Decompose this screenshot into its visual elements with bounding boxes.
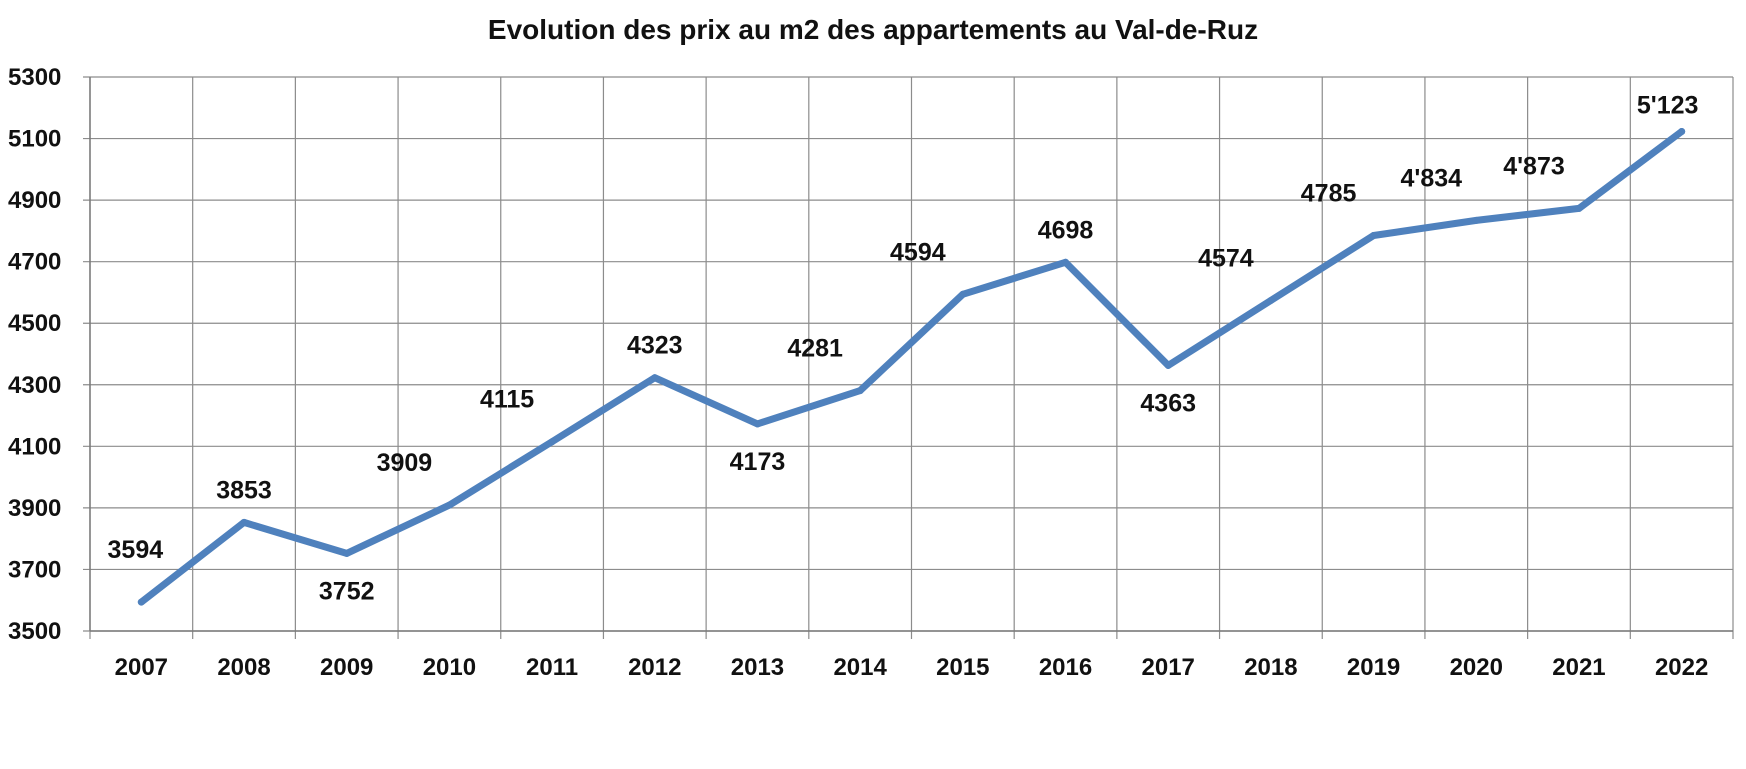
data-label: 4594 [890, 238, 946, 266]
x-tick-label: 2014 [833, 654, 887, 681]
y-tick-label: 4500 [8, 310, 61, 337]
data-point [548, 438, 556, 446]
y-tick-label: 4700 [8, 249, 61, 276]
data-label: 4323 [627, 332, 683, 360]
x-tick-label: 2022 [1655, 654, 1708, 681]
grid [83, 76, 1734, 639]
y-tick-label: 4300 [8, 372, 61, 399]
x-tick-label: 2013 [731, 654, 784, 681]
data-label: 4'873 [1503, 152, 1565, 180]
x-tick-label: 2011 [526, 654, 578, 681]
data-point [137, 598, 145, 606]
data-label: 4363 [1140, 389, 1196, 417]
data-label: 4173 [730, 448, 786, 476]
data-labels: 3594 3853 3752 3909 4115 4323 4173 4281 4594 4698… [108, 91, 1699, 605]
x-tick-label: 2017 [1142, 654, 1195, 681]
data-label: 4115 [480, 386, 534, 414]
data-label: 4'834 [1401, 164, 1463, 192]
data-point [651, 374, 659, 382]
y-tick-label: 3500 [8, 618, 61, 645]
x-tick-label: 2018 [1244, 654, 1297, 681]
x-tick-label: 2020 [1450, 654, 1503, 681]
data-point [1678, 127, 1686, 135]
data-label: 4281 [787, 335, 843, 363]
data-label: 3594 [108, 536, 164, 564]
data-point [1472, 216, 1480, 224]
data-label: 4785 [1301, 180, 1357, 208]
data-label: 4574 [1198, 244, 1254, 272]
x-tick-label: 2019 [1347, 654, 1400, 681]
data-point [1370, 232, 1378, 240]
x-tick-label: 2012 [628, 654, 681, 681]
data-point [1575, 204, 1583, 212]
data-point [753, 420, 761, 428]
y-tick-label: 4900 [8, 187, 61, 214]
axes: 3500 3700 3900 4100 4300 4500 4700 4900 5100 5300… [8, 64, 1733, 681]
x-tick-label: 2015 [936, 654, 989, 681]
series [137, 127, 1686, 606]
data-point [343, 549, 351, 557]
data-label: 3752 [319, 577, 375, 605]
y-tick-label: 3700 [8, 556, 61, 583]
data-point [1164, 361, 1172, 369]
data-point [959, 290, 967, 298]
y-tick-label: 5100 [8, 126, 61, 153]
data-point [1062, 258, 1070, 266]
data-label: 5'123 [1637, 91, 1699, 119]
data-point [240, 518, 248, 526]
x-tick-label: 2009 [320, 654, 373, 681]
y-tick-label: 3900 [8, 495, 61, 522]
data-point [856, 387, 864, 395]
series-line [137, 128, 1686, 606]
y-tick-label: 4100 [8, 433, 61, 460]
data-label: 3909 [377, 449, 433, 477]
x-tick-label: 2010 [423, 654, 476, 681]
data-point [445, 501, 453, 509]
data-point [1267, 296, 1275, 304]
chart-title: Evolution des prix au m2 des appartement… [487, 14, 1259, 45]
data-label: 3853 [216, 476, 272, 504]
x-tick-label: 2016 [1039, 654, 1092, 681]
data-label: 4698 [1038, 216, 1094, 244]
y-tick-label: 5300 [8, 64, 61, 91]
x-tick-label: 2007 [115, 654, 168, 681]
x-tick-label: 2021 [1552, 654, 1605, 681]
x-tick-label: 2008 [217, 654, 270, 681]
